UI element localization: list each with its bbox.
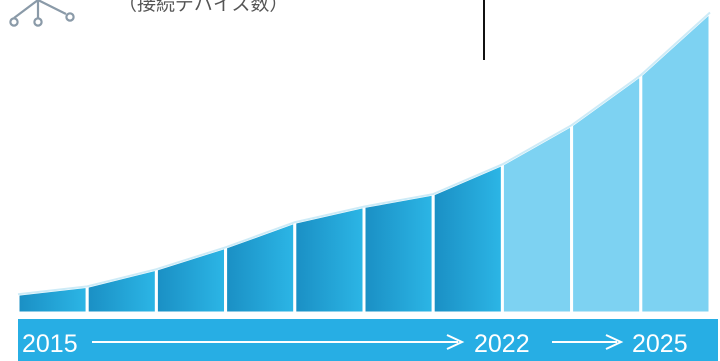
growth-curve <box>17 11 711 296</box>
timeline-arrow-2-head <box>605 334 624 350</box>
area-segment-2024 <box>639 9 712 315</box>
timeline-mid-label: 2022 <box>474 330 530 358</box>
timeline-arrow-1-head <box>446 334 465 350</box>
timeline-end-label: 2025 <box>632 330 688 358</box>
timeline-band <box>18 319 718 361</box>
area-segment-2018 <box>224 220 297 315</box>
area-segment-2020 <box>362 192 435 315</box>
chart-subtitle: （接続デバイス数） <box>118 0 288 15</box>
area-segment-2017 <box>154 245 228 315</box>
area-segment-2019 <box>293 204 366 315</box>
area-segment-2021 <box>431 162 504 315</box>
area-bars <box>16 9 712 315</box>
area-segment-2022 <box>500 122 574 315</box>
timeline-start-label: 2015 <box>22 330 78 358</box>
network-nodes-icon <box>9 0 75 27</box>
area-segment-2023 <box>570 72 643 315</box>
area-segment-2016 <box>85 267 158 315</box>
